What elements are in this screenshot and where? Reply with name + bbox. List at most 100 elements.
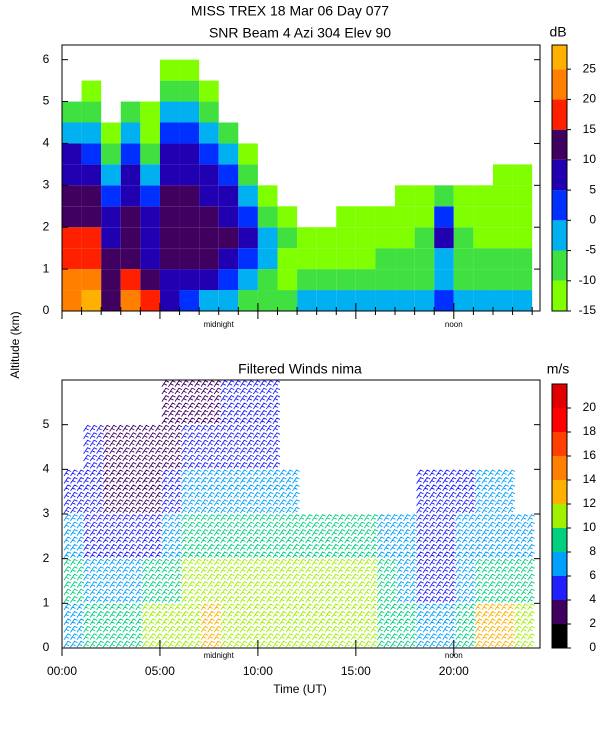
wind-barbs bbox=[259, 424, 281, 469]
colorbar-swatch bbox=[552, 552, 567, 576]
heat-cell bbox=[238, 164, 258, 186]
heat-cell bbox=[159, 101, 180, 123]
colorbar-tick-label: 0 bbox=[589, 640, 596, 654]
wind-barbs bbox=[181, 380, 202, 425]
wind-barbs bbox=[474, 469, 496, 514]
heat-cell bbox=[238, 248, 258, 270]
wind-barbs bbox=[239, 558, 261, 603]
heat-cell bbox=[101, 269, 121, 291]
y-tick-label: 0 bbox=[43, 303, 50, 317]
y-tick-label: 1 bbox=[43, 261, 50, 275]
figure-title: MISS TREX 18 Mar 06 Day 077 bbox=[191, 3, 389, 19]
heat-cell bbox=[179, 290, 200, 311]
heat-cell bbox=[355, 269, 376, 291]
heat-cell bbox=[199, 227, 219, 249]
heat-cell bbox=[199, 164, 219, 186]
wind-barbs bbox=[181, 469, 202, 514]
heat-cell bbox=[62, 269, 82, 291]
colorbar-tick-label: 2 bbox=[589, 616, 596, 630]
plot-frame bbox=[61, 44, 541, 312]
wind-barbs bbox=[494, 603, 516, 648]
wind-barbs bbox=[298, 558, 320, 603]
heat-cell bbox=[238, 227, 258, 249]
colorbar-tick-label: 4 bbox=[589, 592, 596, 606]
heat-cell bbox=[199, 101, 219, 123]
wind-barbs bbox=[416, 603, 437, 648]
wind-barbs bbox=[161, 424, 183, 469]
heat-cell bbox=[492, 248, 513, 270]
time-annotation: noon bbox=[445, 320, 463, 329]
heat-cell bbox=[179, 185, 200, 207]
wind-barbs bbox=[357, 514, 379, 559]
wind-barbs bbox=[161, 558, 183, 603]
heat-cell bbox=[120, 122, 141, 144]
wind-barbs bbox=[337, 514, 359, 559]
heat-cell bbox=[414, 206, 435, 228]
y-axis-label: Altitude (km) bbox=[8, 311, 22, 378]
wind-barbs bbox=[455, 514, 477, 559]
heat-cell bbox=[297, 290, 317, 311]
heat-cell bbox=[140, 143, 160, 165]
wind-barbs bbox=[357, 603, 379, 648]
wind-barbs bbox=[396, 603, 418, 648]
heat-cell bbox=[179, 101, 200, 123]
heat-cell bbox=[434, 269, 454, 291]
wind-barbs bbox=[239, 380, 261, 425]
wind-barbs bbox=[63, 514, 85, 559]
heat-cell bbox=[218, 122, 239, 144]
heat-cell bbox=[140, 248, 160, 270]
wind-barbs bbox=[102, 514, 124, 559]
colorbar-tick-label: 6 bbox=[589, 568, 596, 582]
heat-cell bbox=[120, 185, 141, 207]
colorbar-tick-label: 0 bbox=[589, 212, 596, 226]
wind-barbs bbox=[318, 603, 339, 648]
heat-cell bbox=[257, 185, 278, 207]
heat-cell bbox=[336, 206, 356, 228]
wind-barbs bbox=[455, 469, 477, 514]
heat-cell bbox=[316, 248, 337, 270]
heat-cell bbox=[120, 164, 141, 186]
wind-barbs bbox=[337, 603, 359, 648]
heat-cell bbox=[375, 248, 396, 270]
colorbar-tick-label: 25 bbox=[583, 61, 597, 75]
heat-cell bbox=[62, 185, 82, 207]
colorbar-label: dB bbox=[549, 24, 566, 40]
heat-cell bbox=[159, 290, 180, 311]
heat-cell bbox=[395, 290, 415, 311]
x-tick-label: 20:00 bbox=[439, 664, 469, 678]
heat-cell bbox=[179, 80, 200, 102]
colorbar-swatch bbox=[552, 280, 567, 311]
heat-cell bbox=[62, 164, 82, 186]
wind-barbs bbox=[83, 469, 104, 514]
heat-cell bbox=[492, 164, 513, 186]
heat-cell bbox=[355, 206, 376, 228]
heat-cell bbox=[140, 269, 160, 291]
wind-barbs bbox=[102, 469, 124, 514]
wind-barbs bbox=[220, 380, 241, 425]
heat-cell bbox=[179, 164, 200, 186]
heat-cell bbox=[81, 164, 102, 186]
wind-barbs bbox=[259, 603, 281, 648]
heat-cell bbox=[375, 290, 396, 311]
wind-barbs bbox=[141, 514, 163, 559]
y-tick-label: 6 bbox=[43, 52, 50, 66]
heat-cell bbox=[179, 143, 200, 165]
wind-barbs bbox=[181, 558, 202, 603]
heat-cell bbox=[257, 206, 278, 228]
heat-cell bbox=[453, 185, 474, 207]
colorbar-swatch bbox=[552, 45, 567, 70]
wind-barbs bbox=[514, 603, 535, 648]
wind-barbs bbox=[494, 514, 516, 559]
y-tick-label: 1 bbox=[43, 596, 50, 610]
wind-barbs bbox=[200, 380, 222, 425]
wind-barbs bbox=[279, 558, 300, 603]
heat-cell bbox=[434, 185, 454, 207]
wind-barbs bbox=[102, 558, 124, 603]
heat-cell bbox=[179, 122, 200, 144]
colorbar-swatch bbox=[552, 190, 567, 221]
heat-cell bbox=[355, 290, 376, 311]
heat-cell bbox=[512, 227, 533, 249]
heat-cell bbox=[159, 143, 180, 165]
heat-cell bbox=[218, 269, 239, 291]
heat-cell bbox=[62, 227, 82, 249]
